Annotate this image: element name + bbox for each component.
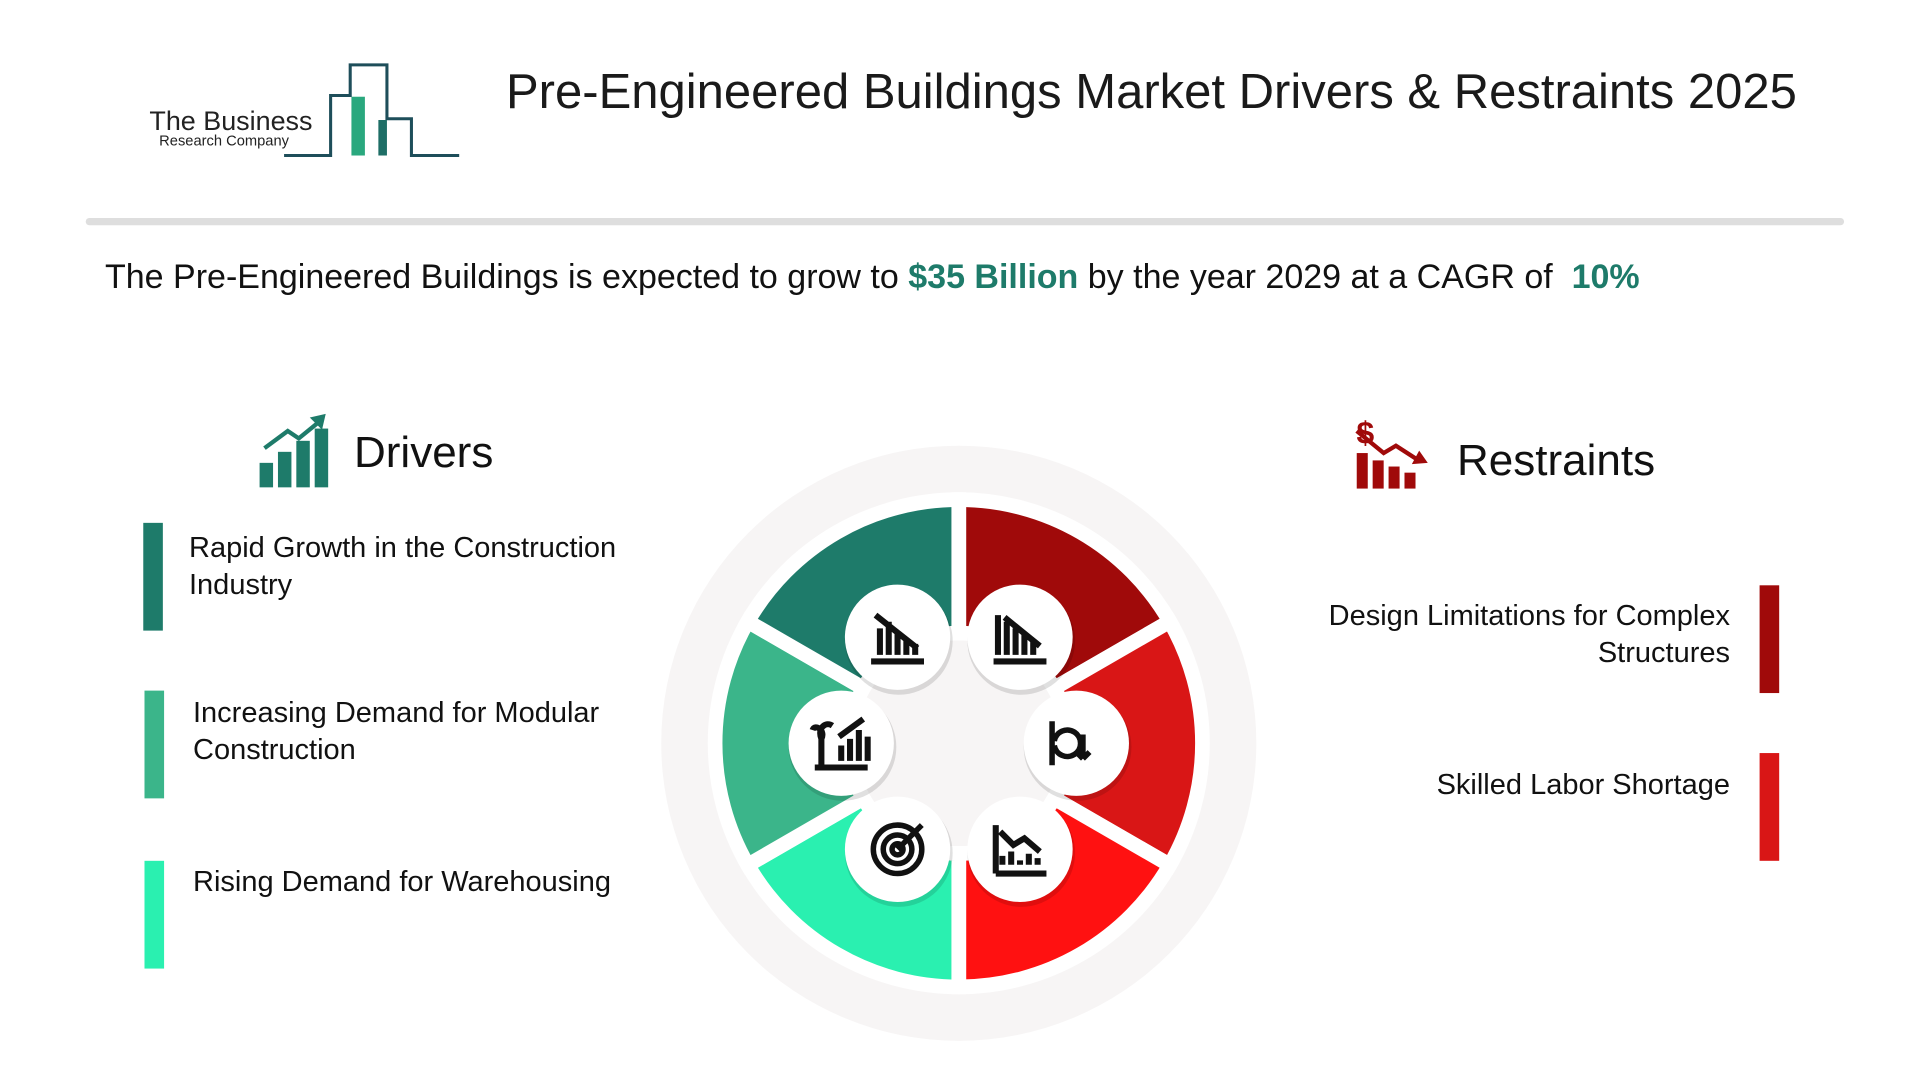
restraint-bar [1759,753,1780,861]
driver-item: Rapid Growth in the Construction Industr… [189,532,617,601]
drivers-heading: Drivers [354,428,494,477]
title: Pre-Engineered Buildings Market Drivers … [506,65,1797,119]
restraint-bar [1759,585,1780,694]
icon [809,716,871,771]
icon [992,825,1047,877]
restraint-item: Design Limitations for Complex Structure… [1328,600,1730,669]
divider [85,217,1845,226]
restraints-heading: Restraints [1457,436,1656,485]
driver-bar [143,522,163,631]
icon [993,615,1047,665]
logo-line2: Research Company [159,134,289,150]
restraint-item: Skilled Labor Shortage [1436,769,1730,801]
summary-rate: 10% [1571,258,1640,296]
icon-circle [967,584,1073,690]
icon [871,612,925,665]
icon-circle [967,796,1073,902]
drivers-icon [259,413,329,488]
restraints-icon: $ [1355,414,1428,489]
driver-bars [143,522,165,969]
driver-bar [144,690,165,799]
icon [1049,721,1092,766]
logo: The Business Research Company [149,63,460,158]
summary-value: $35 Billion [908,258,1079,296]
summary-prefix: The Pre-Engineered Buildings is expected… [105,258,899,296]
icon-circle [788,690,894,796]
summary: The Pre-Engineered Buildings is expected… [105,258,1640,297]
icon-circle [1023,690,1129,796]
driver-bar [144,860,165,969]
logo-line1: The Business [149,106,312,136]
wheel [707,492,1210,995]
driver-item: Rising Demand for Warehousing [193,866,612,898]
summary-middle: by the year 2029 at a CAGR of [1087,258,1553,296]
restraint-bars [1759,585,1780,861]
driver-item: Increasing Demand for Modular Constructi… [193,697,600,766]
